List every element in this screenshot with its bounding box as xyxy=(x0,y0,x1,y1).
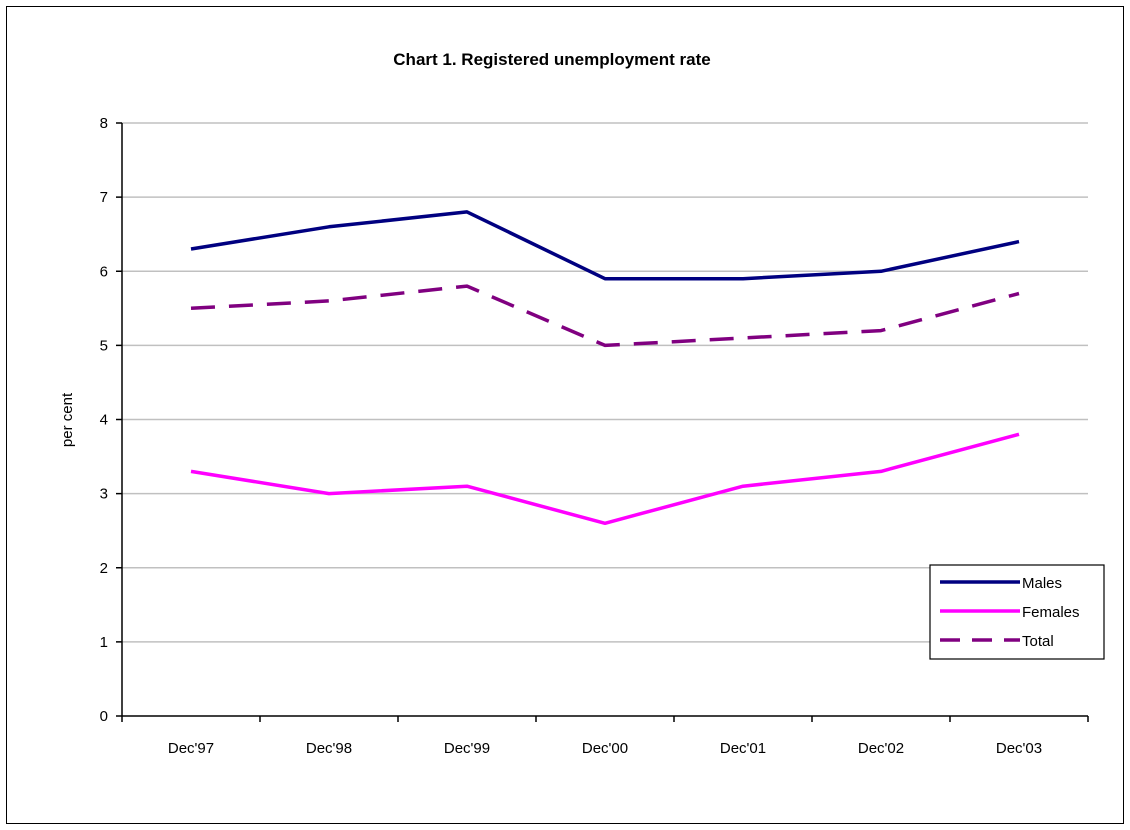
legend-label-males: Males xyxy=(1022,575,1062,592)
x-tick-label: Dec'97 xyxy=(168,740,214,757)
x-tick-label: Dec'98 xyxy=(306,740,352,757)
y-tick-label: 5 xyxy=(100,337,108,354)
y-tick-label: 3 xyxy=(100,486,108,503)
chart-frame xyxy=(6,6,1124,824)
legend-label-females: Females xyxy=(1022,604,1080,621)
x-tick-label: Dec'02 xyxy=(858,740,904,757)
series-lines xyxy=(190,210,1020,526)
y-tick-label: 7 xyxy=(100,189,108,206)
legend: Males Females Total xyxy=(929,564,1105,660)
x-tick-label: Dec'00 xyxy=(582,740,628,757)
y-tick-label: 2 xyxy=(100,560,108,577)
y-tick-label: 8 xyxy=(100,115,108,132)
gridlines xyxy=(122,122,1088,643)
series-line-males xyxy=(190,210,1020,281)
x-tick-label: Dec'01 xyxy=(720,740,766,757)
axes: 0 1 2 3 4 5 6 7 8 Dec'97 Dec'98 Dec'99 Dec'00 Dec'01 D… xyxy=(100,115,1089,757)
y-tick-label: 4 xyxy=(100,412,108,429)
series-line-females xyxy=(190,432,1020,526)
x-tick-label: Dec'99 xyxy=(444,740,490,757)
y-tick-label: 0 xyxy=(100,708,108,725)
series-line-total xyxy=(190,284,1020,348)
x-tick-label: Dec'03 xyxy=(996,740,1042,757)
y-tick-label: 6 xyxy=(100,263,108,280)
y-tick-label: 1 xyxy=(100,634,108,651)
chart-title: Chart 1. Registered unemployment rate xyxy=(393,50,710,69)
y-axis-label: per cent xyxy=(59,392,76,447)
legend-label-total: Total xyxy=(1022,633,1054,650)
